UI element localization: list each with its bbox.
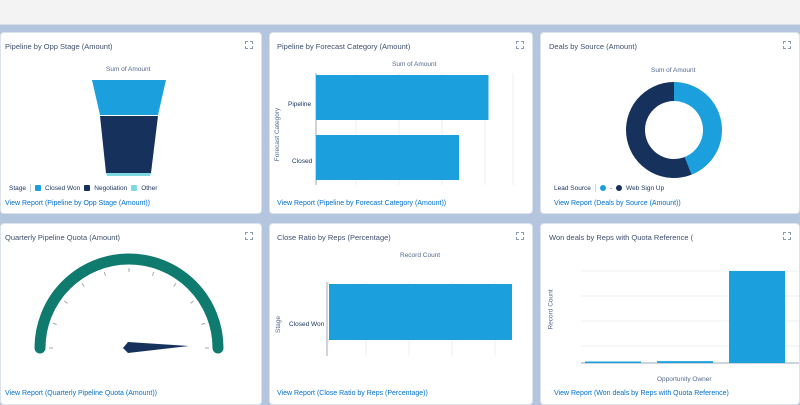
card-title: Pipeline by Forecast Category (Amount) — [277, 42, 411, 51]
funnel-segment-negotiation — [100, 116, 158, 173]
category-label-pipeline: Pipeline — [288, 101, 312, 108]
legend-label-web-sign-up: Web Sign Up — [626, 184, 665, 192]
card-title: Quarterly Pipeline Quota (Amount) — [5, 233, 121, 242]
card-title: Pipeline by Opp Stage (Amount) — [5, 42, 113, 51]
y-axis-label: Forecast Category — [274, 107, 282, 162]
view-report-link[interactable]: View Report (Quarterly Pipeline Quota (A… — [5, 390, 157, 397]
card-title: Won deals by Reps with Quota Reference ( — [549, 233, 694, 242]
dashboard-card-quarterly-quota: Quarterly Pipeline Quota (Amount) View R… — [0, 223, 262, 405]
expand-icon[interactable] — [245, 41, 253, 49]
close-ratio-bar-chart — [326, 282, 512, 356]
bar-closed[interactable] — [316, 135, 460, 180]
gauge-tick — [81, 282, 85, 287]
dashboard-card-deals-by-source: Deals by Source (Amount) Sum of Amount L… — [540, 32, 800, 214]
gauge-arc — [34, 253, 224, 354]
gauge-tick — [103, 271, 106, 276]
gauge-tick — [173, 282, 177, 287]
legend-label-dash: - — [609, 184, 613, 192]
legend-label-negotiation: Negotiation — [94, 184, 128, 192]
funnel-chart — [92, 80, 166, 176]
category-label-closed: Closed — [292, 158, 313, 165]
gauge-tick — [63, 300, 68, 304]
legend-label-other: Other — [141, 184, 158, 192]
expand-icon[interactable] — [245, 232, 253, 240]
y-axis-label: Record Count — [547, 289, 555, 330]
legend-dot-web-sign-up — [616, 185, 623, 191]
x-axis-label: Opportunity Owner — [657, 376, 712, 383]
card-title: Close Ratio by Reps (Percentage) — [277, 233, 391, 242]
donut-slice-0[interactable] — [674, 82, 722, 175]
funnel-segment-other — [106, 173, 151, 176]
legend-swatch-other — [131, 185, 138, 191]
view-report-link[interactable]: View Report (Close Ratio by Reps (Percen… — [277, 390, 428, 397]
dashboard-card-pipeline-by-stage: Pipeline by Opp Stage (Amount) Sum of Am… — [0, 32, 262, 214]
donut-chart — [626, 82, 722, 178]
forecast-bar-chart — [315, 73, 514, 185]
donut-slice-1[interactable] — [626, 82, 692, 178]
bar-pipeline[interactable] — [316, 75, 489, 120]
gauge-needle — [123, 342, 189, 353]
dashboard-card-forecast-category: Pipeline by Forecast Category (Amount) S… — [269, 32, 533, 214]
chart-title: Sum of Amount — [106, 66, 151, 73]
gauge-tick — [152, 271, 155, 276]
expand-icon[interactable] — [516, 41, 524, 49]
dashboard-card-won-deals: Won deals by Reps with Quota Reference (… — [540, 223, 800, 405]
legend-title: Lead Source — [554, 184, 591, 192]
view-report-link[interactable]: View Report (Pipeline by Opp Stage (Amou… — [5, 200, 150, 207]
chart-title: Sum of Amount — [651, 67, 696, 74]
legend-title: Stage — [9, 184, 26, 192]
won-deals-bar-chart — [581, 270, 799, 364]
legend-dot-dash — [599, 185, 606, 191]
bar-closed-won[interactable] — [329, 284, 512, 340]
legend-swatch-negotiation — [84, 185, 91, 191]
gauge-tick — [52, 322, 57, 325]
y-axis-label: Stage — [275, 316, 282, 333]
card-title: Deals by Source (Amount) — [549, 42, 637, 51]
expand-icon[interactable] — [516, 232, 524, 240]
bar-2[interactable] — [729, 271, 785, 363]
dashboard-card-close-ratio: Close Ratio by Reps (Percentage) Record … — [269, 223, 533, 405]
gauge-tick — [190, 300, 195, 304]
chart-title: Record Count — [400, 252, 441, 259]
legend-swatch-closed-won — [35, 185, 41, 191]
chart-title: Sum of Amount — [392, 61, 437, 68]
top-header-bar — [0, 0, 800, 25]
funnel-segment-closed-won — [92, 80, 166, 115]
bar-0[interactable] — [585, 361, 641, 364]
stage-legend: Stage Closed Won Negotiation Other — [9, 184, 157, 192]
expand-icon[interactable] — [783, 41, 791, 49]
gauge-tick — [201, 322, 206, 325]
expand-icon[interactable] — [783, 232, 791, 240]
gauge-chart — [34, 253, 224, 354]
view-report-link[interactable]: View Report (Won deals by Reps with Quot… — [554, 390, 729, 397]
view-report-link[interactable]: View Report (Pipeline by Forecast Catego… — [277, 200, 447, 207]
legend-label-closed-won: Closed Won — [45, 184, 81, 192]
bar-1[interactable] — [657, 361, 713, 363]
category-label-closed-won: Closed Won — [289, 321, 325, 328]
source-legend: Lead Source - Web Sign Up — [554, 184, 664, 192]
view-report-link[interactable]: View Report (Deals by Source (Amount)) — [554, 200, 681, 207]
